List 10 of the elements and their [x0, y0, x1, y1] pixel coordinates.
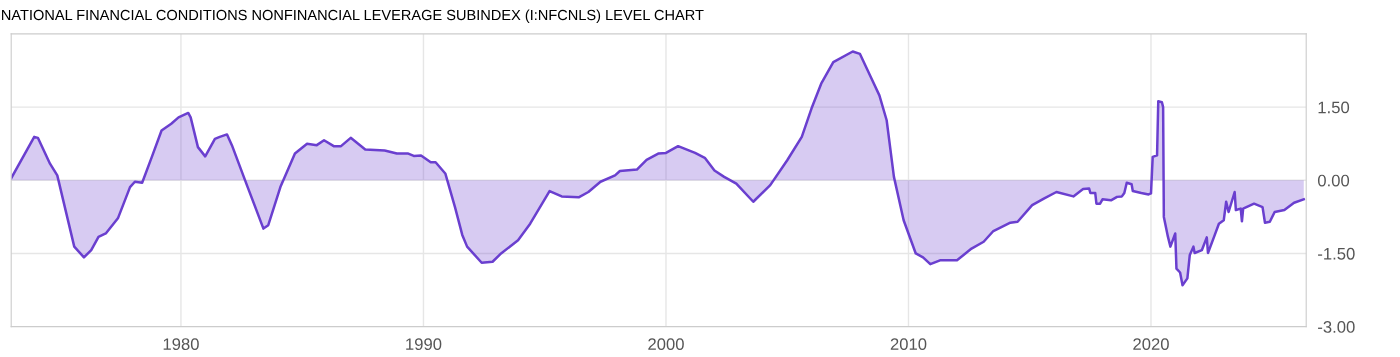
- y-tick-label: 0.00: [1317, 174, 1350, 187]
- y-tick-label: 1.50: [1318, 101, 1350, 114]
- x-tick-label: 2000: [648, 338, 684, 351]
- x-tick-label: 2020: [1133, 338, 1169, 351]
- chart-title: NATIONAL FINANCIAL CONDITIONS NONFINANCIAL LEVERAGE SUBINDEX (I:NFCNLS) LEVEL CHART: [2, 9, 704, 24]
- x-tick-label: 1990: [406, 338, 442, 351]
- x-tick-label: 2010: [890, 338, 927, 351]
- y-tick-label: -3.00: [1318, 321, 1355, 333]
- y-tick-label: -1.50: [1318, 247, 1355, 260]
- x-tick-label: 1980: [163, 338, 199, 351]
